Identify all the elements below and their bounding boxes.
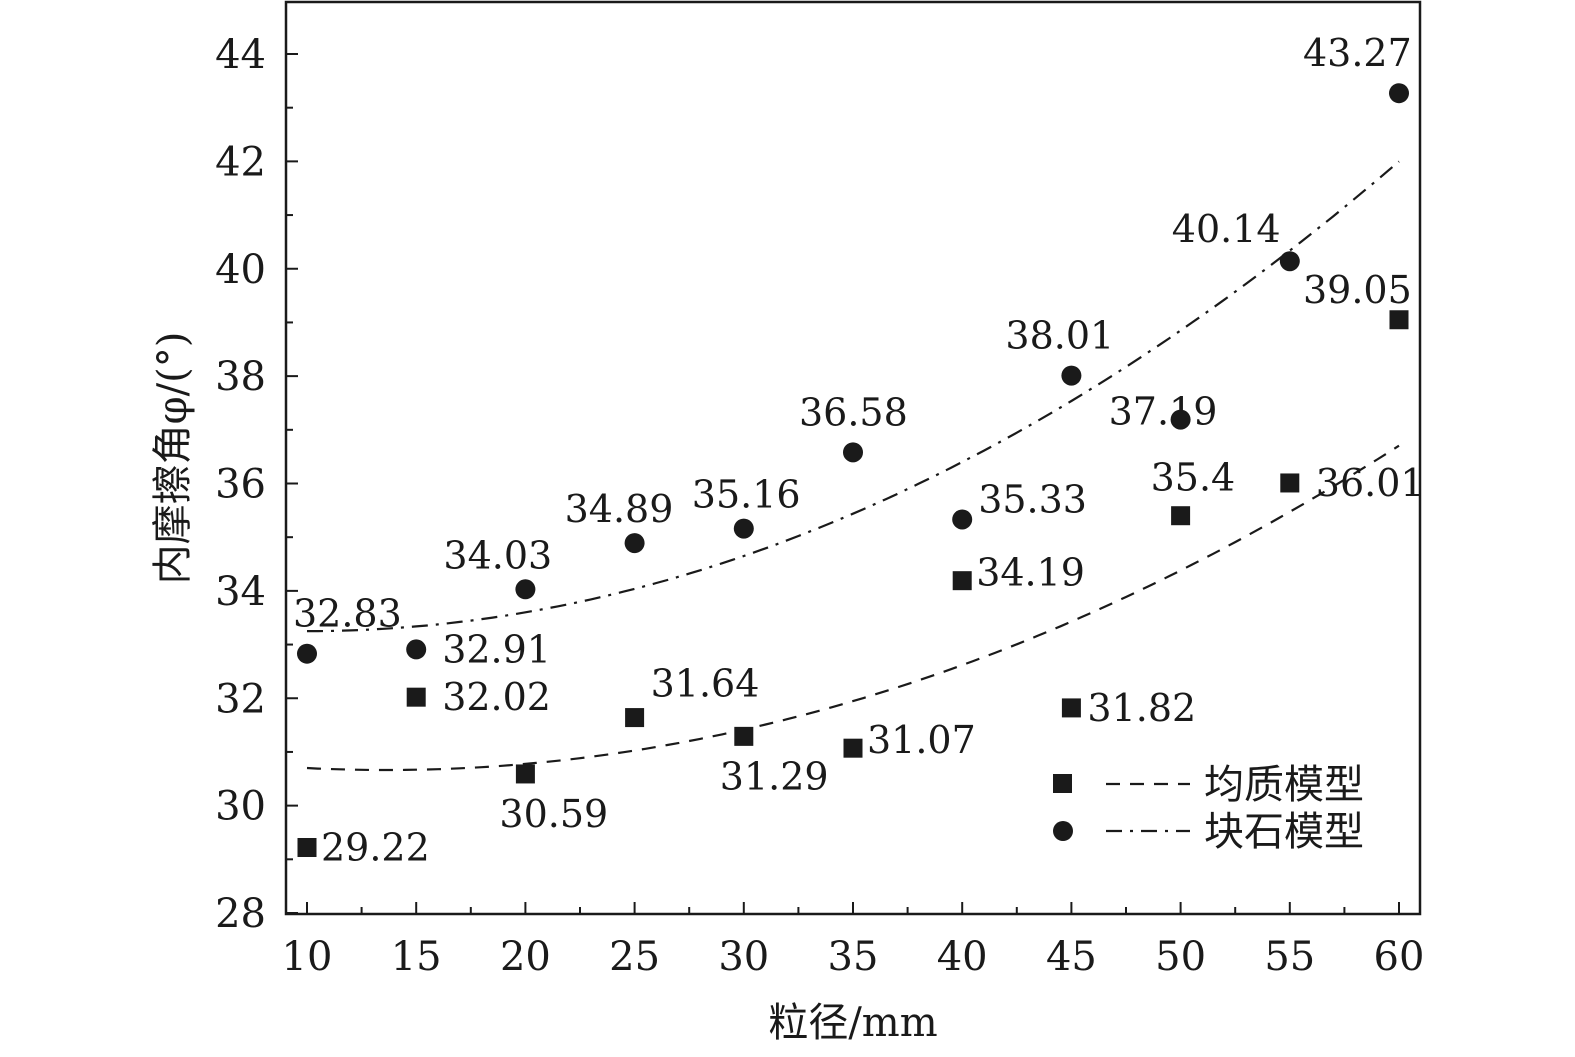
data-point-square [406, 687, 426, 707]
data-label: 39.05 [1303, 268, 1412, 312]
data-label: 32.91 [442, 627, 551, 671]
data-point-circle [406, 639, 427, 660]
data-label: 31.07 [867, 718, 976, 762]
y-tick-label: 44 [215, 32, 266, 78]
y-tick-label: 42 [215, 139, 266, 185]
data-label: 35.16 [692, 473, 801, 517]
y-tick-label: 28 [215, 891, 266, 937]
x-tick-label: 25 [609, 934, 660, 980]
data-label: 36.58 [799, 390, 908, 434]
data-point-square [1171, 506, 1191, 526]
data-point-circle [843, 442, 863, 463]
data-point-circle [515, 579, 536, 600]
fit-line-block-stone [307, 160, 1400, 633]
data-label: 32.02 [442, 675, 551, 719]
data-point-square [843, 738, 863, 758]
data-label: 34.89 [565, 487, 674, 531]
data-label: 37.19 [1109, 390, 1218, 434]
x-tick-label: 30 [718, 934, 769, 980]
data-label: 31.64 [651, 662, 760, 706]
data-labels: 29.22 32.02 30.59 31.64 31.29 31.07 34.19 31.82… [293, 31, 1425, 869]
fit-line-homogeneous [306, 444, 1400, 772]
y-axis-title: 内摩擦角φ/(°) [150, 332, 196, 585]
x-tick-label: 55 [1264, 934, 1315, 980]
data-point-square [1280, 473, 1300, 493]
x-tick-label: 10 [282, 934, 333, 980]
data-point-square [1061, 698, 1081, 718]
data-points [297, 83, 1409, 858]
data-label: 35.33 [978, 477, 1087, 521]
data-point-square [297, 838, 317, 858]
y-tick-label: 34 [215, 569, 266, 615]
y-tick-label: 32 [215, 676, 266, 722]
data-label: 32.83 [293, 592, 402, 636]
data-point-circle [1170, 409, 1191, 430]
data-label: 34.03 [443, 533, 552, 577]
x-tick-label: 35 [828, 934, 879, 980]
data-label: 35.4 [1151, 456, 1236, 500]
x-tick-label: 20 [500, 934, 551, 980]
x-tick-label: 15 [391, 934, 442, 980]
x-axis-title: 粒径/mm [768, 1000, 937, 1046]
data-point-circle [1279, 251, 1300, 272]
fit-lines [306, 160, 1400, 772]
data-point-circle [952, 509, 973, 530]
data-label: 34.19 [976, 551, 1085, 595]
data-point-square [952, 571, 972, 591]
data-point-square [625, 708, 645, 728]
data-point-square [734, 726, 754, 746]
legend-label-homogeneous: 均质模型 [1204, 762, 1364, 808]
legend-label-block-stone: 块石模型 [1204, 809, 1364, 855]
x-tick-label: 45 [1046, 934, 1097, 980]
data-label: 31.82 [1087, 686, 1196, 730]
legend-marker-square [1053, 774, 1072, 793]
data-point-circle [1389, 83, 1409, 104]
data-label: 43.27 [1303, 31, 1412, 75]
data-label: 40.14 [1172, 207, 1281, 251]
data-label: 29.22 [321, 826, 430, 870]
data-point-circle [733, 518, 754, 539]
data-point-circle [1061, 365, 1082, 386]
data-point-circle [297, 643, 317, 664]
legend: 均质模型 块石模型 [1053, 762, 1364, 855]
x-ticks: 10 15 20 25 30 35 40 45 50 55 60 [282, 902, 1425, 980]
legend-marker-circle [1053, 821, 1073, 841]
data-label: 31.29 [720, 754, 829, 798]
data-point-circle [624, 533, 645, 554]
y-tick-label: 36 [215, 462, 266, 508]
x-tick-label: 50 [1155, 934, 1206, 980]
y-tick-label: 40 [215, 247, 266, 293]
data-point-square [1389, 310, 1409, 330]
y-ticks: 28 30 32 34 36 38 40 42 44 [215, 32, 298, 937]
x-tick-label: 40 [937, 934, 988, 980]
data-label: 38.01 [1005, 314, 1114, 358]
data-label: 36.01 [1316, 461, 1425, 505]
data-label: 30.59 [499, 792, 608, 836]
y-tick-label: 30 [215, 784, 266, 830]
data-point-square [515, 764, 535, 784]
y-tick-label: 38 [215, 354, 266, 400]
x-tick-label: 60 [1374, 934, 1425, 980]
